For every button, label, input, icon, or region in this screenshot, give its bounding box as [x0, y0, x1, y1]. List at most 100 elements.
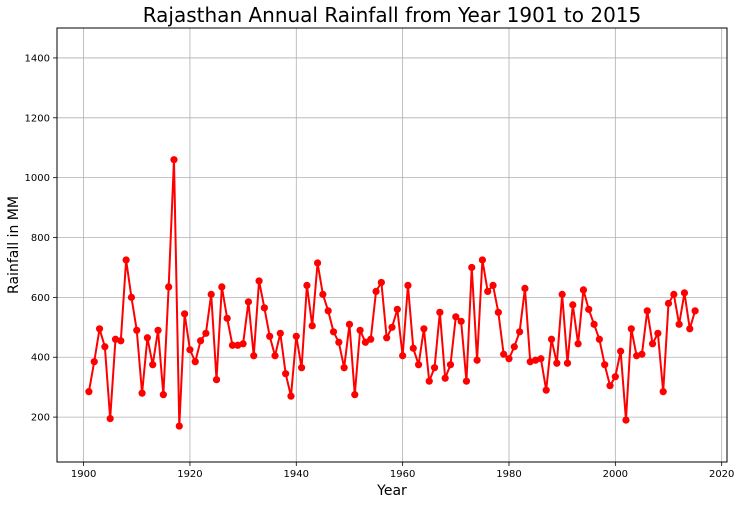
data-point [266, 332, 274, 340]
data-point [579, 286, 588, 294]
data-point [85, 388, 93, 396]
data-point [521, 284, 529, 292]
data-point [664, 299, 673, 307]
data-point [404, 281, 412, 290]
data-point [569, 301, 577, 309]
data-point [553, 359, 561, 367]
data-point [175, 422, 183, 430]
data-point [202, 329, 210, 337]
data-point [473, 356, 481, 364]
x-axis: 1900 1920 1940 1960 1980 2000 2020 [71, 462, 734, 480]
data-point [367, 335, 375, 343]
data-point [537, 355, 545, 363]
data-point [250, 352, 258, 360]
data-point [425, 377, 433, 385]
data-point [516, 328, 524, 336]
data-point [303, 281, 311, 290]
data-point [617, 347, 625, 355]
y-tick-label: 1000 [25, 173, 50, 184]
y-tick-label: 600 [31, 293, 50, 304]
data-point [468, 263, 476, 272]
data-point [196, 337, 205, 345]
data-point [181, 310, 189, 318]
data-point [670, 290, 678, 298]
data-point [659, 388, 667, 396]
data-point [457, 317, 465, 325]
data-point [436, 308, 444, 316]
data-point [430, 364, 439, 372]
series-line [87, 158, 697, 428]
data-point [292, 332, 300, 340]
data-point [563, 359, 572, 367]
data-point [611, 373, 619, 381]
y-axis-title: Rainfall in MM [6, 196, 22, 294]
data-point [505, 355, 513, 363]
data-point [574, 340, 582, 348]
data-point [606, 382, 614, 390]
data-point [90, 358, 98, 366]
data-point [212, 376, 221, 384]
x-axis-title: Year [376, 483, 407, 499]
data-point [170, 156, 178, 164]
data-point [143, 334, 151, 342]
data-point [420, 325, 428, 333]
data-point [324, 307, 332, 315]
x-tick-label: 1980 [496, 469, 521, 480]
data-point [686, 325, 694, 333]
data-point [319, 290, 327, 298]
data-point [585, 305, 593, 313]
data-point [95, 325, 104, 333]
data-point [643, 307, 651, 315]
data-point [542, 386, 550, 394]
data-point [335, 338, 343, 346]
data-point [393, 305, 401, 313]
data-point [308, 322, 316, 330]
x-tick-label: 2000 [603, 469, 628, 480]
data-point [452, 313, 460, 321]
data-point [547, 335, 556, 343]
data-point [494, 308, 502, 316]
data-point [282, 370, 290, 378]
data-point [601, 361, 609, 369]
y-tick-label: 1400 [25, 53, 50, 64]
data-point [298, 364, 306, 372]
data-point [446, 361, 455, 369]
data-point [399, 352, 407, 360]
data-point [356, 326, 364, 334]
x-tick-label: 1920 [177, 469, 202, 480]
data-point [627, 325, 635, 333]
data-point [383, 334, 391, 342]
data-point [287, 392, 295, 400]
data-point [191, 358, 199, 366]
data-point [138, 389, 146, 397]
data-point [590, 320, 598, 328]
data-point [680, 289, 689, 297]
data-point [500, 350, 508, 358]
y-tick-label: 200 [31, 413, 50, 424]
data-point [654, 329, 662, 337]
data-point [345, 320, 354, 328]
data-point [122, 256, 130, 264]
data-point [595, 335, 603, 343]
data-point [361, 338, 370, 346]
data-point [276, 329, 284, 337]
data-point [133, 326, 141, 334]
data-point [462, 377, 471, 385]
data-point [149, 361, 157, 369]
data-point [329, 328, 338, 336]
series-layer [85, 156, 699, 430]
y-tick-label: 400 [31, 353, 50, 364]
plot-frame [56, 27, 728, 463]
data-point [223, 314, 231, 322]
data-point [244, 298, 253, 306]
data-point [414, 361, 423, 369]
data-point [117, 337, 125, 345]
data-point [218, 283, 226, 291]
data-point [340, 364, 348, 372]
x-tick-label: 2020 [709, 469, 734, 480]
data-point [558, 290, 566, 298]
data-point [409, 344, 417, 352]
x-tick-label: 1940 [284, 469, 309, 480]
